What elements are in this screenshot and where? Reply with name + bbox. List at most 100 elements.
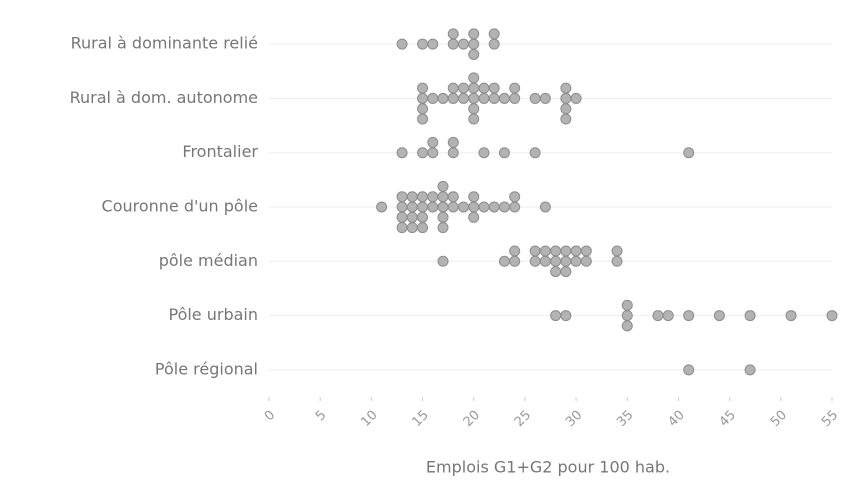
- dot: [498, 92, 510, 104]
- dot: [529, 245, 541, 257]
- dot: [570, 92, 582, 104]
- dot: [621, 320, 633, 332]
- x-tick-label: 50: [768, 408, 790, 430]
- dot: [457, 201, 469, 213]
- dot: [468, 191, 480, 203]
- dot: [376, 201, 388, 213]
- dot: [488, 38, 500, 50]
- dot: [478, 92, 490, 104]
- dot: [468, 48, 480, 60]
- dot: [468, 201, 480, 213]
- dot: [488, 28, 500, 40]
- dot: [550, 266, 562, 278]
- x-tick-label: 40: [665, 408, 687, 430]
- dot: [417, 191, 429, 203]
- x-tick-label: 25: [512, 408, 534, 430]
- dot: [437, 211, 449, 223]
- dot: [468, 113, 480, 125]
- x-tick-label: 55: [819, 408, 841, 430]
- dot: [447, 38, 459, 50]
- dot: [427, 191, 439, 203]
- dot: [427, 136, 439, 148]
- dot: [560, 255, 572, 267]
- dot: [447, 28, 459, 40]
- dot: [447, 136, 459, 148]
- dot: [539, 201, 551, 213]
- dot: [478, 82, 490, 94]
- dot: [417, 92, 429, 104]
- dot: [427, 201, 439, 213]
- dot: [457, 92, 469, 104]
- dot: [406, 201, 418, 213]
- dot: [437, 191, 449, 203]
- dot: [560, 245, 572, 257]
- dot: [529, 92, 541, 104]
- dot: [570, 245, 582, 257]
- x-tick-label: 30: [563, 408, 585, 430]
- dot: [437, 92, 449, 104]
- dot: [498, 201, 510, 213]
- dot: [396, 147, 408, 159]
- dot: [580, 245, 592, 257]
- dot: [826, 310, 838, 322]
- dot: [396, 211, 408, 223]
- dot: [744, 364, 756, 376]
- category-label: Rural à dominante relié: [71, 34, 258, 53]
- dot: [427, 147, 439, 159]
- dot: [509, 191, 521, 203]
- dot: [457, 38, 469, 50]
- dot: [560, 310, 572, 322]
- dot: [406, 222, 418, 234]
- dot: [488, 82, 500, 94]
- dot: [560, 103, 572, 115]
- dot: [468, 103, 480, 115]
- dot: [488, 201, 500, 213]
- category-label: Couronne d'un pôle: [102, 197, 258, 216]
- x-axis-label: Emplois G1+G2 pour 100 hab.: [426, 458, 670, 477]
- dot: [417, 113, 429, 125]
- dot: [417, 82, 429, 94]
- dot: [488, 92, 500, 104]
- dot: [611, 255, 623, 267]
- dot: [417, 201, 429, 213]
- category-label: Rural à dom. autonome: [70, 88, 258, 107]
- dot: [683, 147, 695, 159]
- dot: [396, 222, 408, 234]
- dot: [468, 28, 480, 40]
- dot: [560, 92, 572, 104]
- dot: [611, 245, 623, 257]
- dot: [498, 255, 510, 267]
- dot: [509, 201, 521, 213]
- dot: [621, 299, 633, 311]
- dot: [468, 38, 480, 50]
- dot: [539, 255, 551, 267]
- dot: [468, 82, 480, 94]
- dot: [447, 201, 459, 213]
- x-tick-label: 20: [461, 408, 483, 430]
- dot: [437, 255, 449, 267]
- dot: [652, 310, 664, 322]
- dot: [580, 255, 592, 267]
- dot: [529, 255, 541, 267]
- dot: [417, 211, 429, 223]
- category-label: Pôle urbain: [168, 305, 258, 324]
- dot: [560, 266, 572, 278]
- dot: [437, 180, 449, 192]
- dot: [560, 82, 572, 94]
- dot: [539, 245, 551, 257]
- dot: [478, 201, 490, 213]
- x-tick-label: 35: [614, 408, 636, 430]
- x-tick-label: 10: [358, 408, 380, 430]
- x-tick-label: 15: [410, 408, 432, 430]
- dot: [509, 245, 521, 257]
- dot: [468, 72, 480, 84]
- dot: [539, 92, 551, 104]
- x-tick-label: 45: [717, 408, 739, 430]
- dot: [468, 92, 480, 104]
- dot: [744, 310, 756, 322]
- dot: [478, 147, 490, 159]
- dot: [550, 310, 562, 322]
- dot: [457, 82, 469, 94]
- dot: [447, 147, 459, 159]
